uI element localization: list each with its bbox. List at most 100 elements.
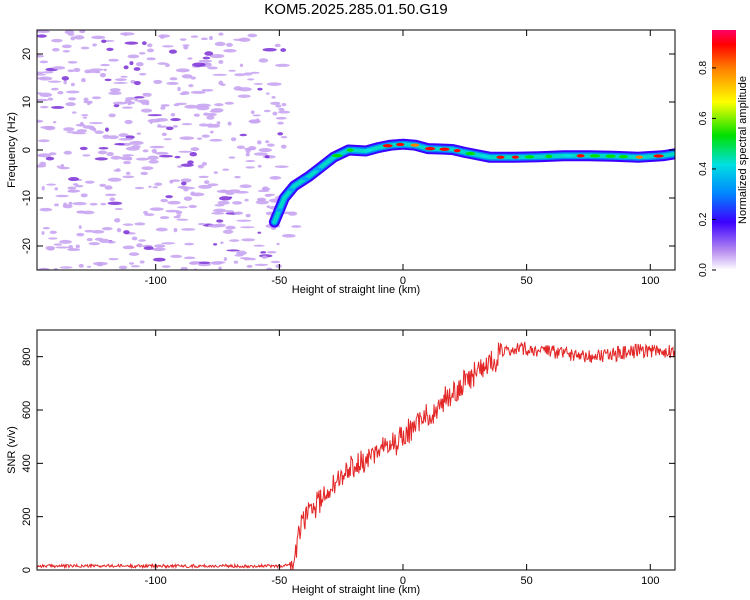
noise-speck bbox=[277, 121, 284, 125]
noise-speck bbox=[100, 202, 107, 206]
noise-speck bbox=[38, 267, 50, 270]
noise-speck bbox=[161, 132, 167, 137]
noise-speck bbox=[198, 175, 209, 179]
noise-speck bbox=[196, 137, 203, 140]
noise-speck bbox=[223, 257, 228, 262]
noise-speck bbox=[121, 106, 133, 109]
snr-x-tick-label: 100 bbox=[641, 575, 659, 587]
noise-speck bbox=[247, 33, 258, 38]
noise-speck bbox=[228, 69, 236, 72]
noise-speck bbox=[72, 202, 87, 206]
noise-speck bbox=[153, 79, 163, 84]
noise-speck bbox=[264, 155, 270, 159]
spectrogram-x-tick-label: 0 bbox=[400, 275, 406, 287]
noise-speck bbox=[236, 145, 245, 149]
noise-speck bbox=[55, 194, 69, 198]
snr-y-tick-label: 400 bbox=[21, 454, 33, 472]
noise-speck bbox=[154, 151, 169, 155]
noise-speck bbox=[138, 239, 147, 242]
noise-speck bbox=[46, 183, 57, 186]
noise-speck bbox=[179, 92, 186, 96]
noise-speck bbox=[49, 230, 57, 235]
noise-speck bbox=[190, 35, 199, 38]
noise-speck bbox=[266, 205, 271, 209]
noise-speck bbox=[261, 255, 268, 259]
noise-speck bbox=[271, 96, 276, 99]
noise-speck bbox=[122, 175, 135, 179]
noise-speck bbox=[258, 58, 269, 63]
ridge-hotspot bbox=[496, 155, 505, 159]
noise-speck bbox=[52, 48, 60, 52]
snr-y-tick-label: 0 bbox=[21, 567, 33, 573]
noise-speck bbox=[255, 200, 269, 205]
noise-speck bbox=[200, 37, 208, 41]
noise-speck bbox=[157, 124, 161, 127]
noise-speck bbox=[266, 251, 277, 254]
noise-speck bbox=[253, 244, 265, 247]
noise-speck bbox=[274, 165, 289, 168]
noise-speck bbox=[37, 139, 50, 143]
noise-speck bbox=[180, 181, 187, 186]
noise-speck bbox=[239, 257, 252, 260]
spectrogram-x-tick-label: 50 bbox=[521, 275, 533, 287]
noise-speck bbox=[107, 135, 119, 140]
noise-speck bbox=[53, 267, 58, 270]
noise-speck bbox=[78, 263, 84, 268]
noise-speck bbox=[39, 105, 49, 109]
noise-speck bbox=[257, 164, 262, 168]
noise-speck bbox=[82, 116, 88, 119]
noise-speck bbox=[226, 249, 240, 252]
noise-speck bbox=[146, 48, 155, 53]
noise-speck bbox=[198, 123, 209, 127]
noise-speck bbox=[103, 68, 107, 72]
noise-speck bbox=[257, 87, 263, 91]
noise-speck bbox=[163, 138, 173, 141]
noise-speck bbox=[209, 138, 223, 142]
noise-speck bbox=[277, 132, 284, 136]
noise-speck bbox=[89, 126, 96, 131]
noise-speck bbox=[152, 186, 159, 189]
noise-speck bbox=[68, 177, 80, 182]
noise-speck bbox=[122, 154, 134, 157]
noise-speck bbox=[177, 206, 189, 209]
noise-speck bbox=[183, 196, 193, 201]
noise-speck bbox=[239, 184, 252, 189]
noise-speck bbox=[86, 237, 93, 242]
noise-speck bbox=[133, 67, 141, 71]
noise-speck bbox=[143, 246, 154, 250]
noise-speck bbox=[37, 73, 47, 76]
noise-speck bbox=[73, 35, 85, 40]
noise-speck bbox=[42, 226, 50, 230]
noise-speck bbox=[47, 237, 58, 240]
noise-speck bbox=[174, 155, 181, 159]
noise-speck bbox=[41, 71, 54, 74]
noise-speck bbox=[91, 230, 105, 234]
noise-speck bbox=[129, 61, 134, 66]
noise-speck bbox=[239, 226, 255, 229]
snr-y-tick-label: 200 bbox=[21, 507, 33, 525]
noise-speck bbox=[91, 35, 106, 40]
noise-speck bbox=[148, 185, 152, 188]
noise-speck bbox=[124, 41, 139, 45]
noise-speck bbox=[79, 146, 88, 151]
noise-speck bbox=[245, 148, 251, 153]
noise-speck bbox=[71, 111, 77, 114]
spectrogram-x-axis-label: Height of straight line (km) bbox=[292, 284, 420, 296]
noise-speck bbox=[89, 202, 98, 206]
noise-speck bbox=[114, 207, 123, 211]
noise-speck bbox=[88, 242, 101, 246]
noise-speck bbox=[214, 41, 226, 47]
noise-speck bbox=[276, 242, 280, 246]
noise-speck bbox=[234, 254, 244, 257]
noise-speck bbox=[68, 244, 74, 250]
noise-speck bbox=[104, 78, 112, 82]
noise-speck bbox=[124, 119, 133, 125]
noise-speck bbox=[216, 219, 224, 223]
noise-speck bbox=[256, 197, 266, 202]
noise-speck bbox=[237, 94, 251, 98]
noise-speck bbox=[99, 72, 107, 78]
noise-speck bbox=[124, 98, 132, 103]
noise-speck bbox=[190, 90, 206, 94]
noise-speck bbox=[141, 41, 147, 46]
noise-speck bbox=[201, 161, 207, 166]
